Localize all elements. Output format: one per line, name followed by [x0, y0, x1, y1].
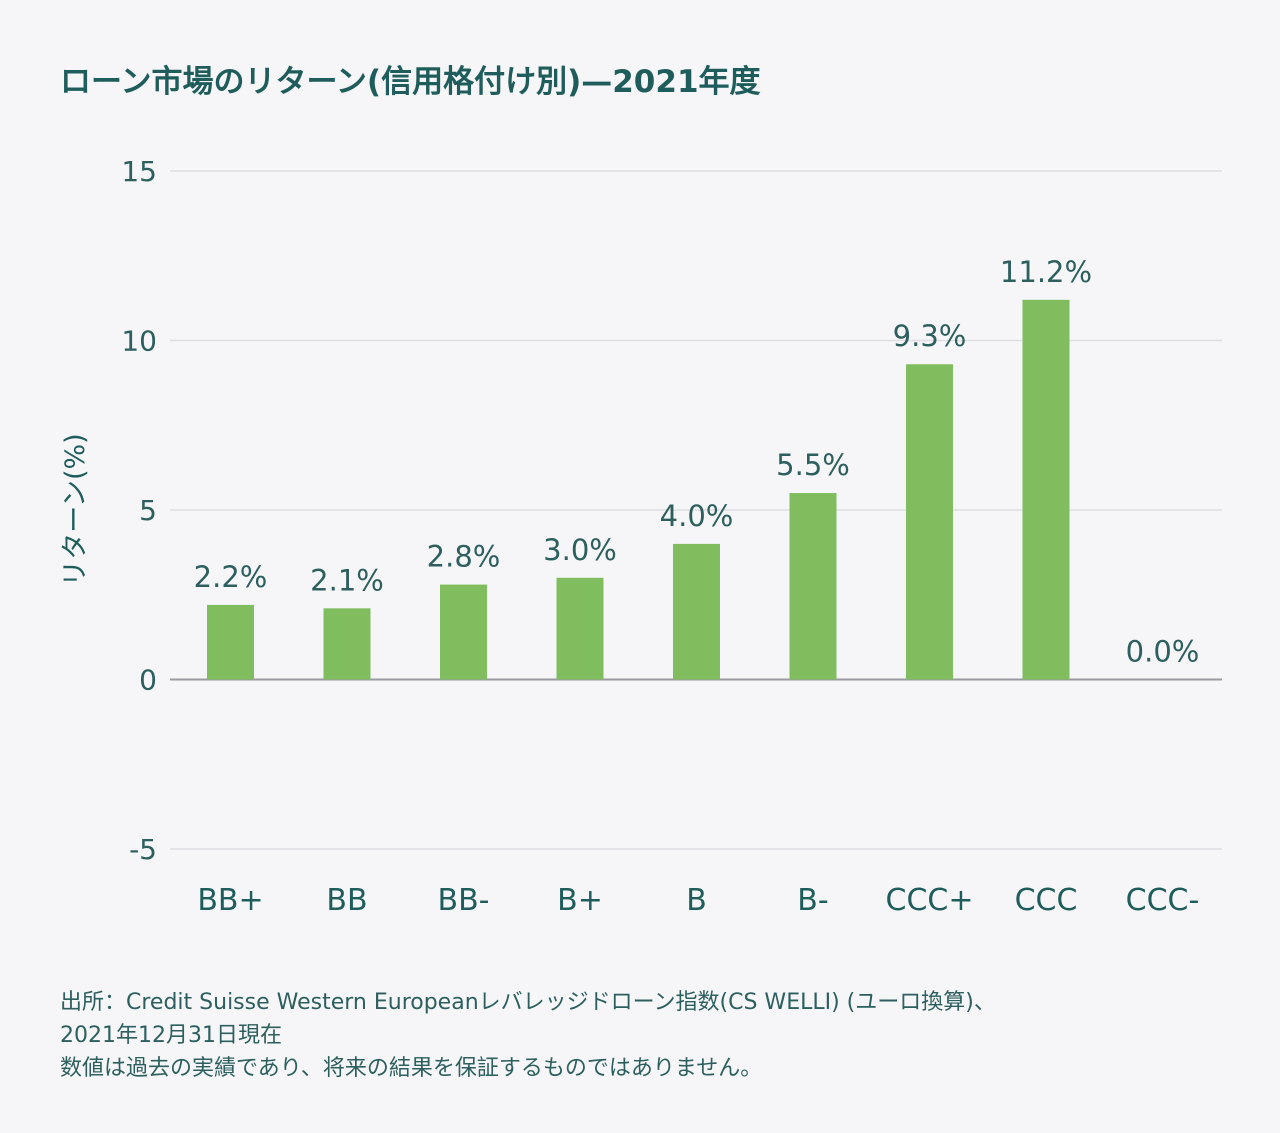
footnote: 出所：Credit Suisse Western Europeanレバレッジドロ…	[60, 986, 1220, 1085]
y-tick-label: 0	[139, 664, 157, 697]
y-axis-ticks: 15 10 5 0 -5	[121, 155, 157, 866]
footnote-disclaimer: 数値は過去の実績であり、将来の結果を保証するものではありません。	[60, 1056, 763, 1081]
footnote-source: 出所：Credit Suisse Western Europeanレバレッジドロ…	[60, 990, 996, 1015]
bar-bb-minus	[440, 584, 487, 680]
bar-b-minus	[789, 493, 837, 680]
y-axis-label: リターン(%)	[60, 433, 91, 586]
bar-ccc	[1022, 299, 1070, 680]
data-label: 2.2%	[194, 560, 268, 594]
category-label: B	[686, 883, 707, 918]
data-label: 5.5%	[776, 448, 850, 482]
data-label: 2.8%	[427, 540, 501, 574]
bar-chart: 2.2% 2.1% 2.8% 3.0% 4.0% 5.5% 9.3% 11.2% 0.0% 15…	[60, 155, 1222, 918]
data-label: 0.0%	[1126, 635, 1200, 669]
category-label: B+	[557, 883, 603, 918]
category-label: CCC	[1015, 883, 1078, 918]
category-label: BB-	[438, 883, 490, 918]
data-label: 4.0%	[660, 499, 734, 533]
bar-bb-plus	[207, 604, 254, 680]
y-tick-label: 15	[121, 155, 157, 188]
bar-b	[673, 543, 720, 680]
y-tick-label: 10	[121, 325, 157, 358]
category-label: BB+	[197, 883, 263, 918]
category-label: BB	[326, 883, 367, 918]
category-label: B-	[797, 883, 828, 918]
footnote-date: 2021年12月31日現在	[60, 1023, 282, 1048]
bar-b-plus	[556, 577, 604, 680]
data-label: 9.3%	[893, 319, 967, 353]
data-label: 3.0%	[543, 533, 617, 567]
data-label: 2.1%	[310, 563, 384, 597]
category-label: CCC+	[886, 883, 974, 918]
bar-bb	[323, 608, 371, 680]
chart-title: ローン市場のリターン(信用格付け別)—2021年度	[60, 64, 761, 100]
bars	[207, 299, 1070, 680]
y-tick-label: 5	[139, 494, 157, 527]
data-labels: 2.2% 2.1% 2.8% 3.0% 4.0% 5.5% 9.3% 11.2% 0.0%	[194, 255, 1200, 669]
data-label: 11.2%	[1000, 255, 1092, 289]
bar-ccc-plus	[906, 364, 953, 680]
x-axis-categories: BB+ BB BB- B+ B B- CCC+ CCC CCC-	[197, 883, 1199, 918]
y-tick-label: -5	[129, 833, 157, 866]
category-label: CCC-	[1126, 883, 1200, 918]
